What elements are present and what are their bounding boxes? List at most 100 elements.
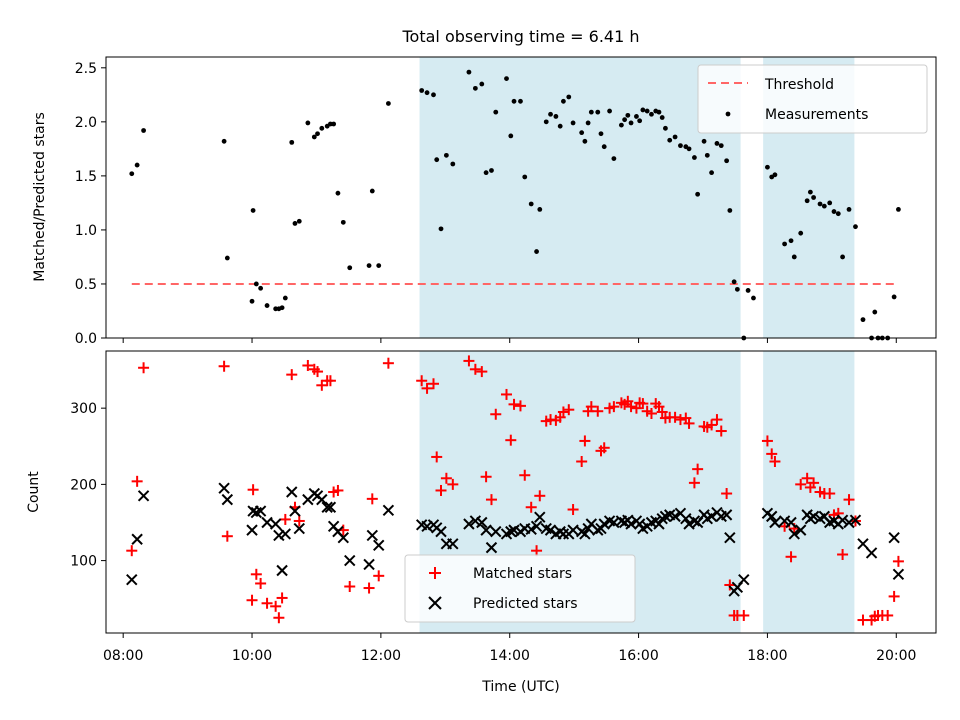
predicted-star-point: [254, 505, 267, 517]
legend-measurements-label: Measurements: [765, 107, 868, 123]
matched-star-point: [837, 548, 849, 560]
measurement-point: [618, 122, 624, 128]
measurement-point: [835, 211, 841, 217]
measurement-point: [772, 172, 778, 178]
measurement-point: [860, 317, 866, 323]
observing-window-1: [419, 57, 741, 338]
matched-star-point: [843, 494, 855, 506]
matched-star-point: [427, 378, 439, 390]
matched-star-point: [592, 405, 604, 417]
predicted-star-point: [720, 509, 733, 521]
bottom-y-ticks: 100 200 300: [70, 401, 106, 570]
measurement-point: [419, 88, 425, 93]
predicted-stars-points: [126, 482, 905, 597]
legend-measurements-swatch: [725, 111, 731, 117]
legend-predicted-swatch: [428, 596, 442, 610]
measurement-point: [434, 157, 440, 163]
y-tick-label: 200: [70, 477, 97, 493]
matched-star-point: [221, 530, 233, 542]
matched-star-point: [273, 612, 285, 624]
matched-star-point: [674, 414, 686, 426]
measurement-point: [315, 131, 320, 137]
matched-star-point: [261, 597, 273, 609]
measurement-point: [570, 120, 576, 126]
matched-star-point: [608, 401, 620, 413]
measurement-point: [548, 111, 553, 117]
matched-star-point: [440, 472, 452, 484]
measurement-point: [537, 206, 543, 212]
matched-star-point: [485, 494, 497, 506]
y-tick-label: 2.0: [75, 115, 97, 131]
predicted-star-point: [463, 518, 475, 530]
matched-star-point: [519, 469, 531, 481]
matched-star-point: [373, 570, 385, 582]
measurement-point: [807, 189, 813, 195]
matched-star-point: [505, 434, 517, 446]
matched-star-point: [892, 555, 904, 567]
matched-star-point: [366, 493, 378, 505]
predicted-star-point: [688, 515, 701, 527]
matched-star-point: [801, 472, 813, 484]
measurement-point: [489, 168, 494, 173]
measurement-point: [656, 109, 662, 115]
predicted-star-point: [766, 510, 778, 523]
predicted-star-point: [795, 524, 807, 536]
matched-star-point: [769, 456, 781, 468]
matched-star-point: [579, 435, 591, 447]
predicted-star-point: [286, 486, 298, 498]
legend-matched-swatch: [429, 567, 441, 579]
matched-star-point: [138, 362, 150, 374]
measurement-point: [450, 161, 456, 167]
predicted-star-point: [363, 558, 375, 571]
x-tick-label: 08:00: [103, 648, 143, 664]
measurement-point: [704, 152, 710, 158]
measurement-point: [518, 98, 523, 104]
measurement-point: [649, 111, 654, 117]
measurement-point: [791, 254, 797, 260]
matched-star-point: [808, 477, 820, 489]
measurement-point: [282, 295, 288, 301]
y-tick-label: 2.5: [75, 61, 97, 77]
measurement-point: [250, 208, 256, 213]
measurement-point: [493, 109, 499, 115]
legend-threshold-label: Threshold: [764, 77, 834, 93]
matched-star-point: [416, 375, 428, 387]
predicted-star-point: [849, 514, 862, 526]
measurement-point: [472, 85, 478, 91]
matched-star-point: [276, 592, 288, 604]
predicted-star-point: [505, 525, 517, 538]
measurement-point: [896, 206, 901, 212]
measurement-point: [831, 209, 837, 214]
measurement-point: [311, 134, 317, 140]
top-x-ticks: [122, 338, 897, 343]
matched-star-point: [567, 504, 579, 516]
predicted-star-point: [888, 532, 900, 544]
matched-star-point: [761, 435, 773, 447]
matched-star-point: [279, 513, 291, 525]
predicted-star-point: [289, 505, 301, 517]
measurement-point: [672, 134, 678, 140]
top-legend-box: [697, 64, 928, 134]
x-tick-label: 16:00: [618, 648, 658, 664]
matched-star-point: [531, 545, 543, 557]
predicted-star-point: [321, 501, 333, 513]
measurement-point: [625, 112, 631, 118]
figure-title: Total observing time = 6.41 h: [401, 27, 639, 46]
measurement-point: [504, 76, 509, 82]
legend-predicted-label: Predicted stars: [473, 596, 578, 612]
measurement-point: [253, 281, 259, 287]
measurement-point: [692, 155, 697, 160]
measurement-point: [751, 295, 756, 301]
measurement-point: [634, 114, 639, 119]
measurement-point: [553, 114, 559, 119]
measurement-point: [667, 137, 673, 143]
measurement-point: [366, 263, 372, 268]
observing-window-2: [763, 351, 855, 633]
predicted-star-point: [683, 518, 695, 530]
measurement-point: [644, 108, 650, 114]
predicted-star-point: [788, 528, 800, 540]
x-axis-label: Time (UTC): [481, 679, 559, 695]
matched-star-point: [656, 406, 668, 418]
matched-star-point: [324, 375, 336, 387]
measurement-point: [335, 190, 341, 196]
